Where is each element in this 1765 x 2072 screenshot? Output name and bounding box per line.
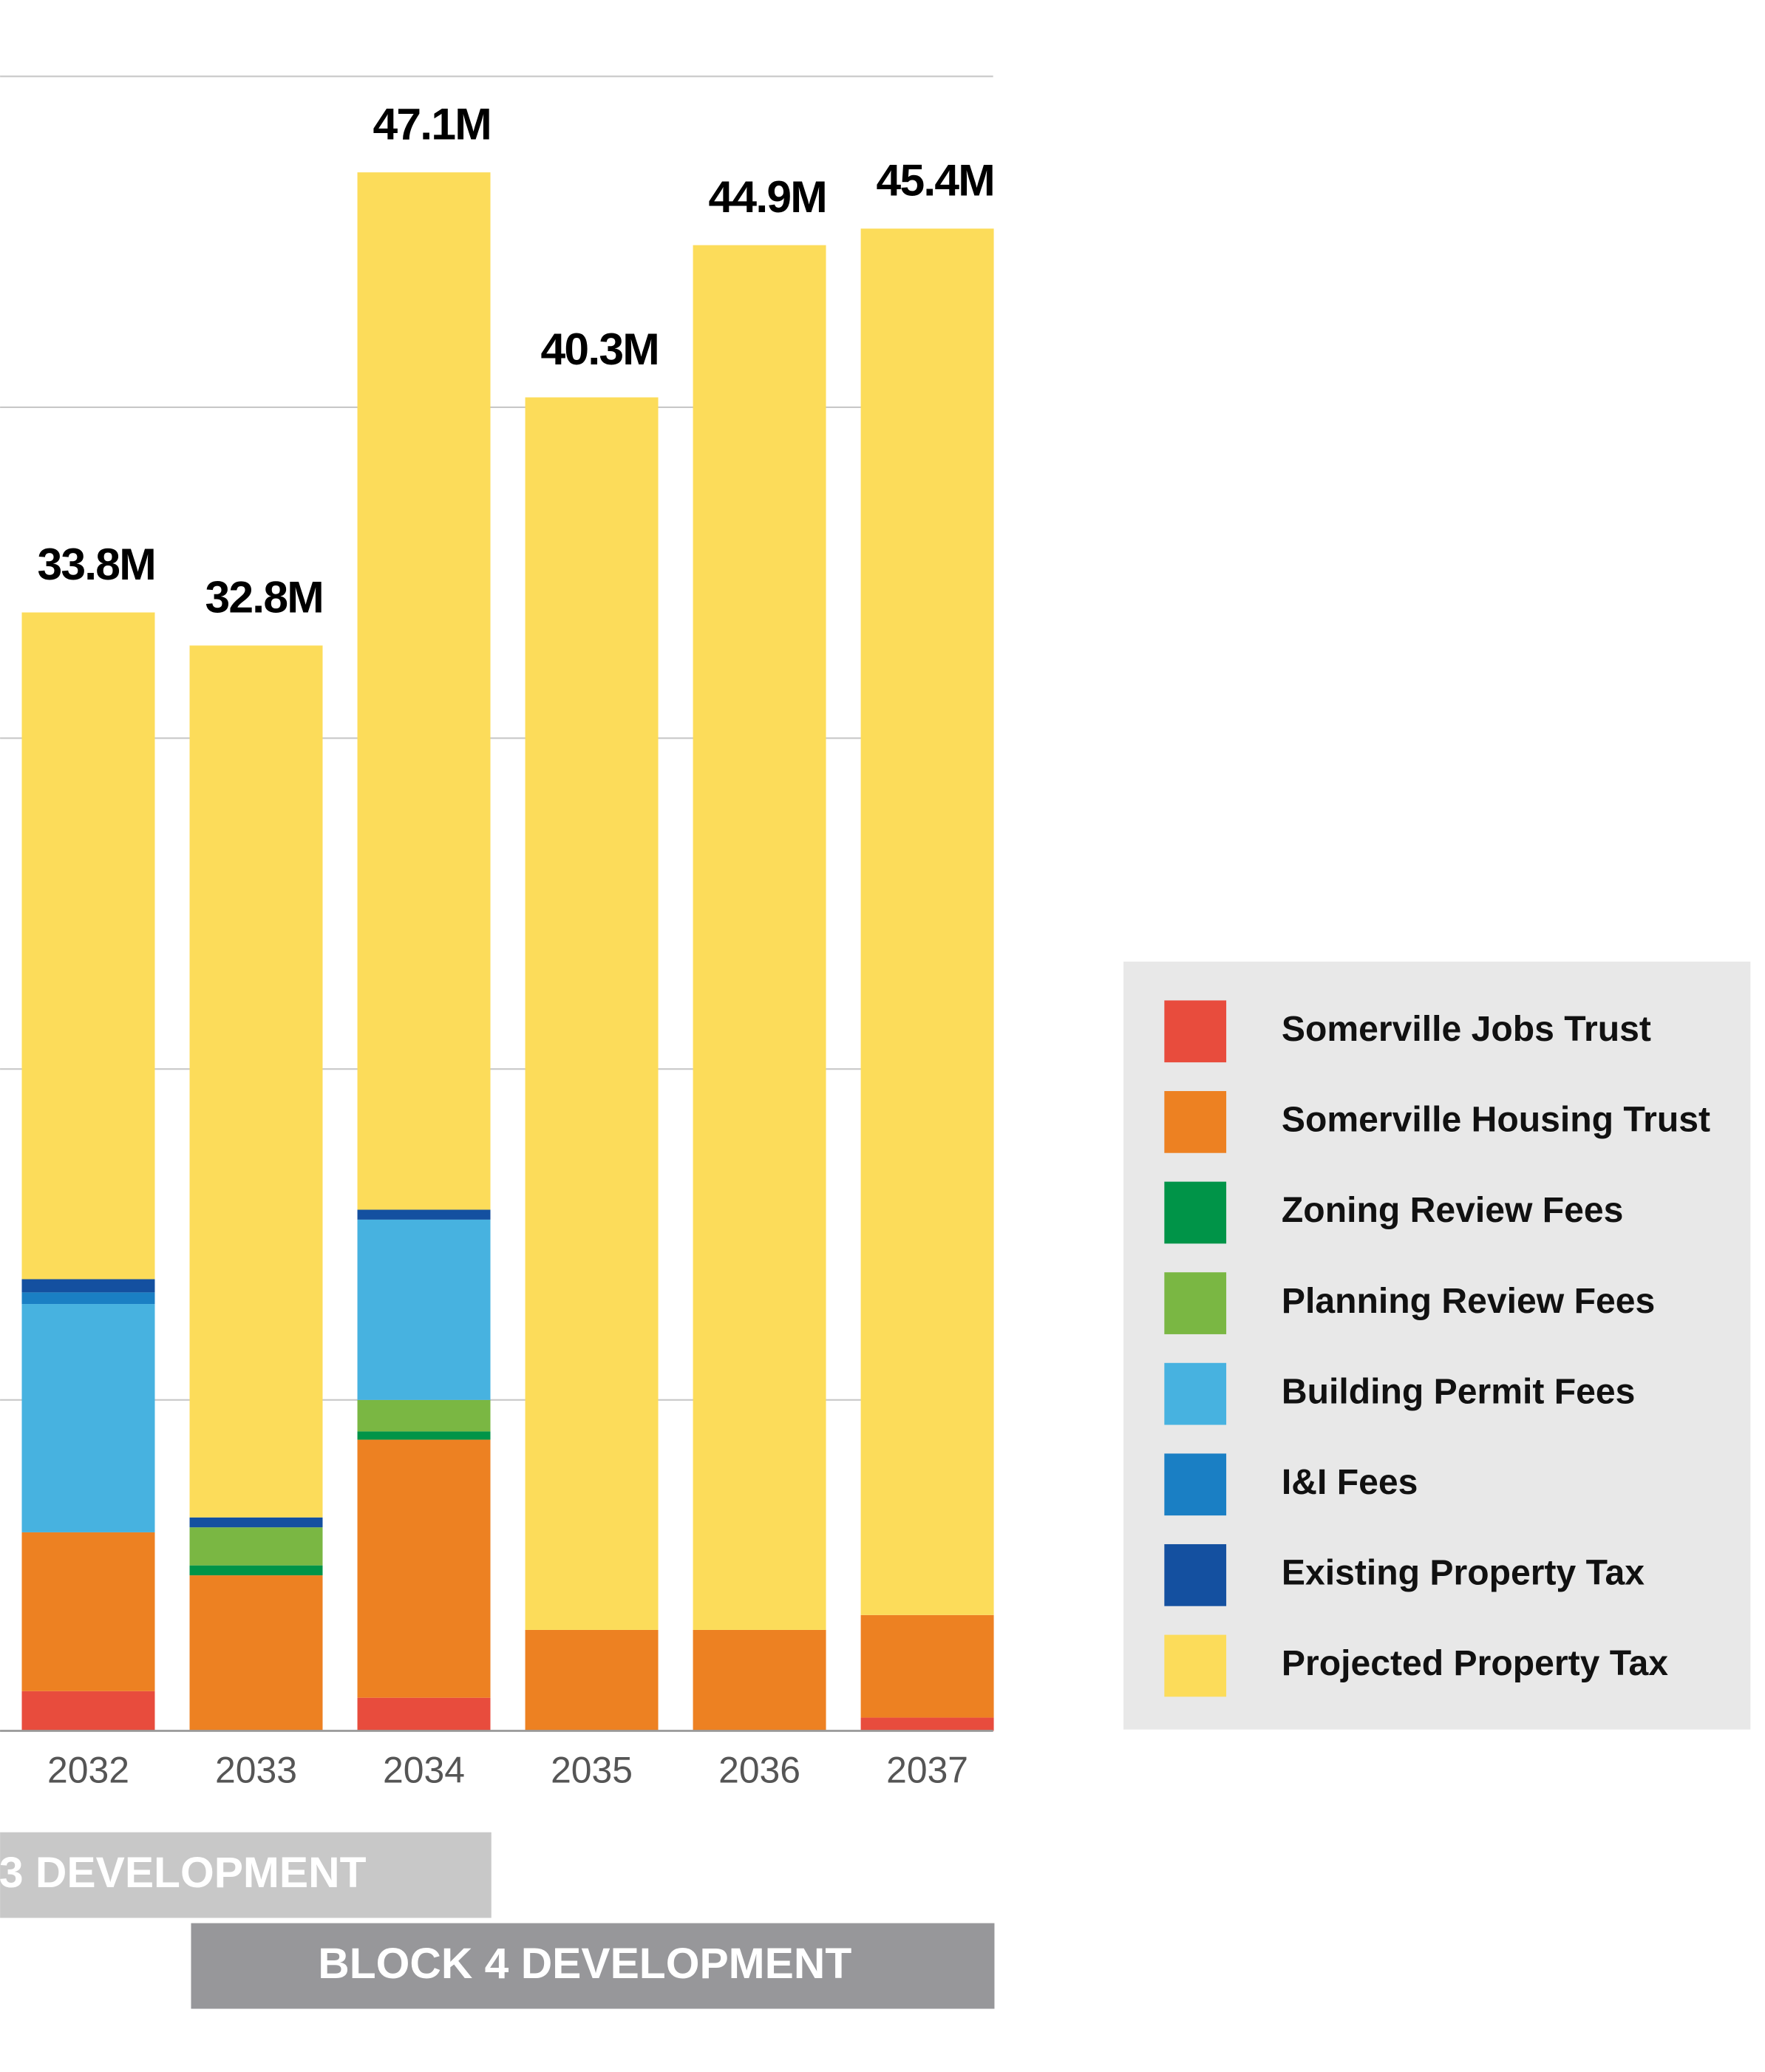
legend-label: Projected Property Tax (1282, 1643, 1668, 1683)
legend-label: Zoning Review Fees (1282, 1190, 1624, 1230)
total-label: 45.4M (877, 155, 994, 205)
legend-swatch (1164, 1634, 1227, 1697)
total-label: 47.1M (373, 99, 490, 149)
bar-segment (357, 172, 491, 1210)
legend-swatch (1164, 1090, 1227, 1153)
legend-box (1123, 961, 1751, 1730)
bar-segment (860, 1614, 994, 1718)
legend-swatch (1164, 1000, 1227, 1063)
bar-segment (357, 1431, 491, 1440)
bar-segment (189, 1575, 323, 1731)
bar-segment (357, 1219, 491, 1400)
legend-label: Building Permit Fees (1282, 1371, 1636, 1411)
legend-label: I&I Fees (1282, 1462, 1418, 1502)
bar-segment (357, 1209, 491, 1220)
legend-swatch (1164, 1362, 1227, 1425)
bar-segment (21, 1279, 155, 1293)
total-label: 40.3M (541, 324, 659, 374)
bar-segment (357, 1399, 491, 1432)
bar-segment (21, 1292, 155, 1305)
legend-swatch (1164, 1453, 1227, 1516)
x-tick-label: 2037 (886, 1750, 968, 1791)
bar-segment (860, 1717, 994, 1731)
bar-segment (21, 1532, 155, 1691)
x-tick-label: 2033 (215, 1750, 297, 1791)
phase-band (0, 1832, 492, 1918)
legend-label: Somerville Housing Trust (1282, 1100, 1710, 1140)
phase-band (191, 1923, 995, 2009)
total-label: 33.8M (37, 539, 154, 589)
legend-swatch (1164, 1181, 1227, 1244)
legend-label: Somerville Jobs Trust (1282, 1009, 1651, 1049)
legend-swatch (1164, 1543, 1227, 1606)
bar-segment (189, 1527, 323, 1566)
bar-segment (525, 397, 659, 1630)
legend-label: Existing Property Tax (1282, 1553, 1645, 1593)
x-tick-label: 2035 (551, 1750, 633, 1791)
legend-label: Planning Review Fees (1282, 1281, 1655, 1321)
bar-segment (357, 1697, 491, 1731)
bar-segment (189, 1565, 323, 1576)
x-tick-label: 2036 (718, 1750, 800, 1791)
x-tick-label: 2032 (47, 1750, 129, 1791)
bar-segment (525, 1629, 659, 1731)
phase-label: BLOCK 4 DEVELOPMENT (318, 1940, 851, 1988)
bar-segment (860, 228, 994, 1615)
bar-segment (21, 1304, 155, 1532)
legend-swatch (1164, 1272, 1227, 1334)
total-label: 32.8M (205, 572, 322, 622)
total-label: 44.9M (709, 171, 826, 222)
bar-segment (189, 1517, 323, 1528)
bar-segment (21, 1691, 155, 1731)
phase-label: 3 DEVELOPMENT (0, 1849, 367, 1897)
bar-segment (189, 645, 323, 1518)
bar-segment (21, 612, 155, 1280)
bar-segment (357, 1439, 491, 1698)
bar-segment (693, 245, 826, 1630)
bar-segment (693, 1629, 826, 1731)
x-tick-label: 2034 (383, 1750, 465, 1791)
